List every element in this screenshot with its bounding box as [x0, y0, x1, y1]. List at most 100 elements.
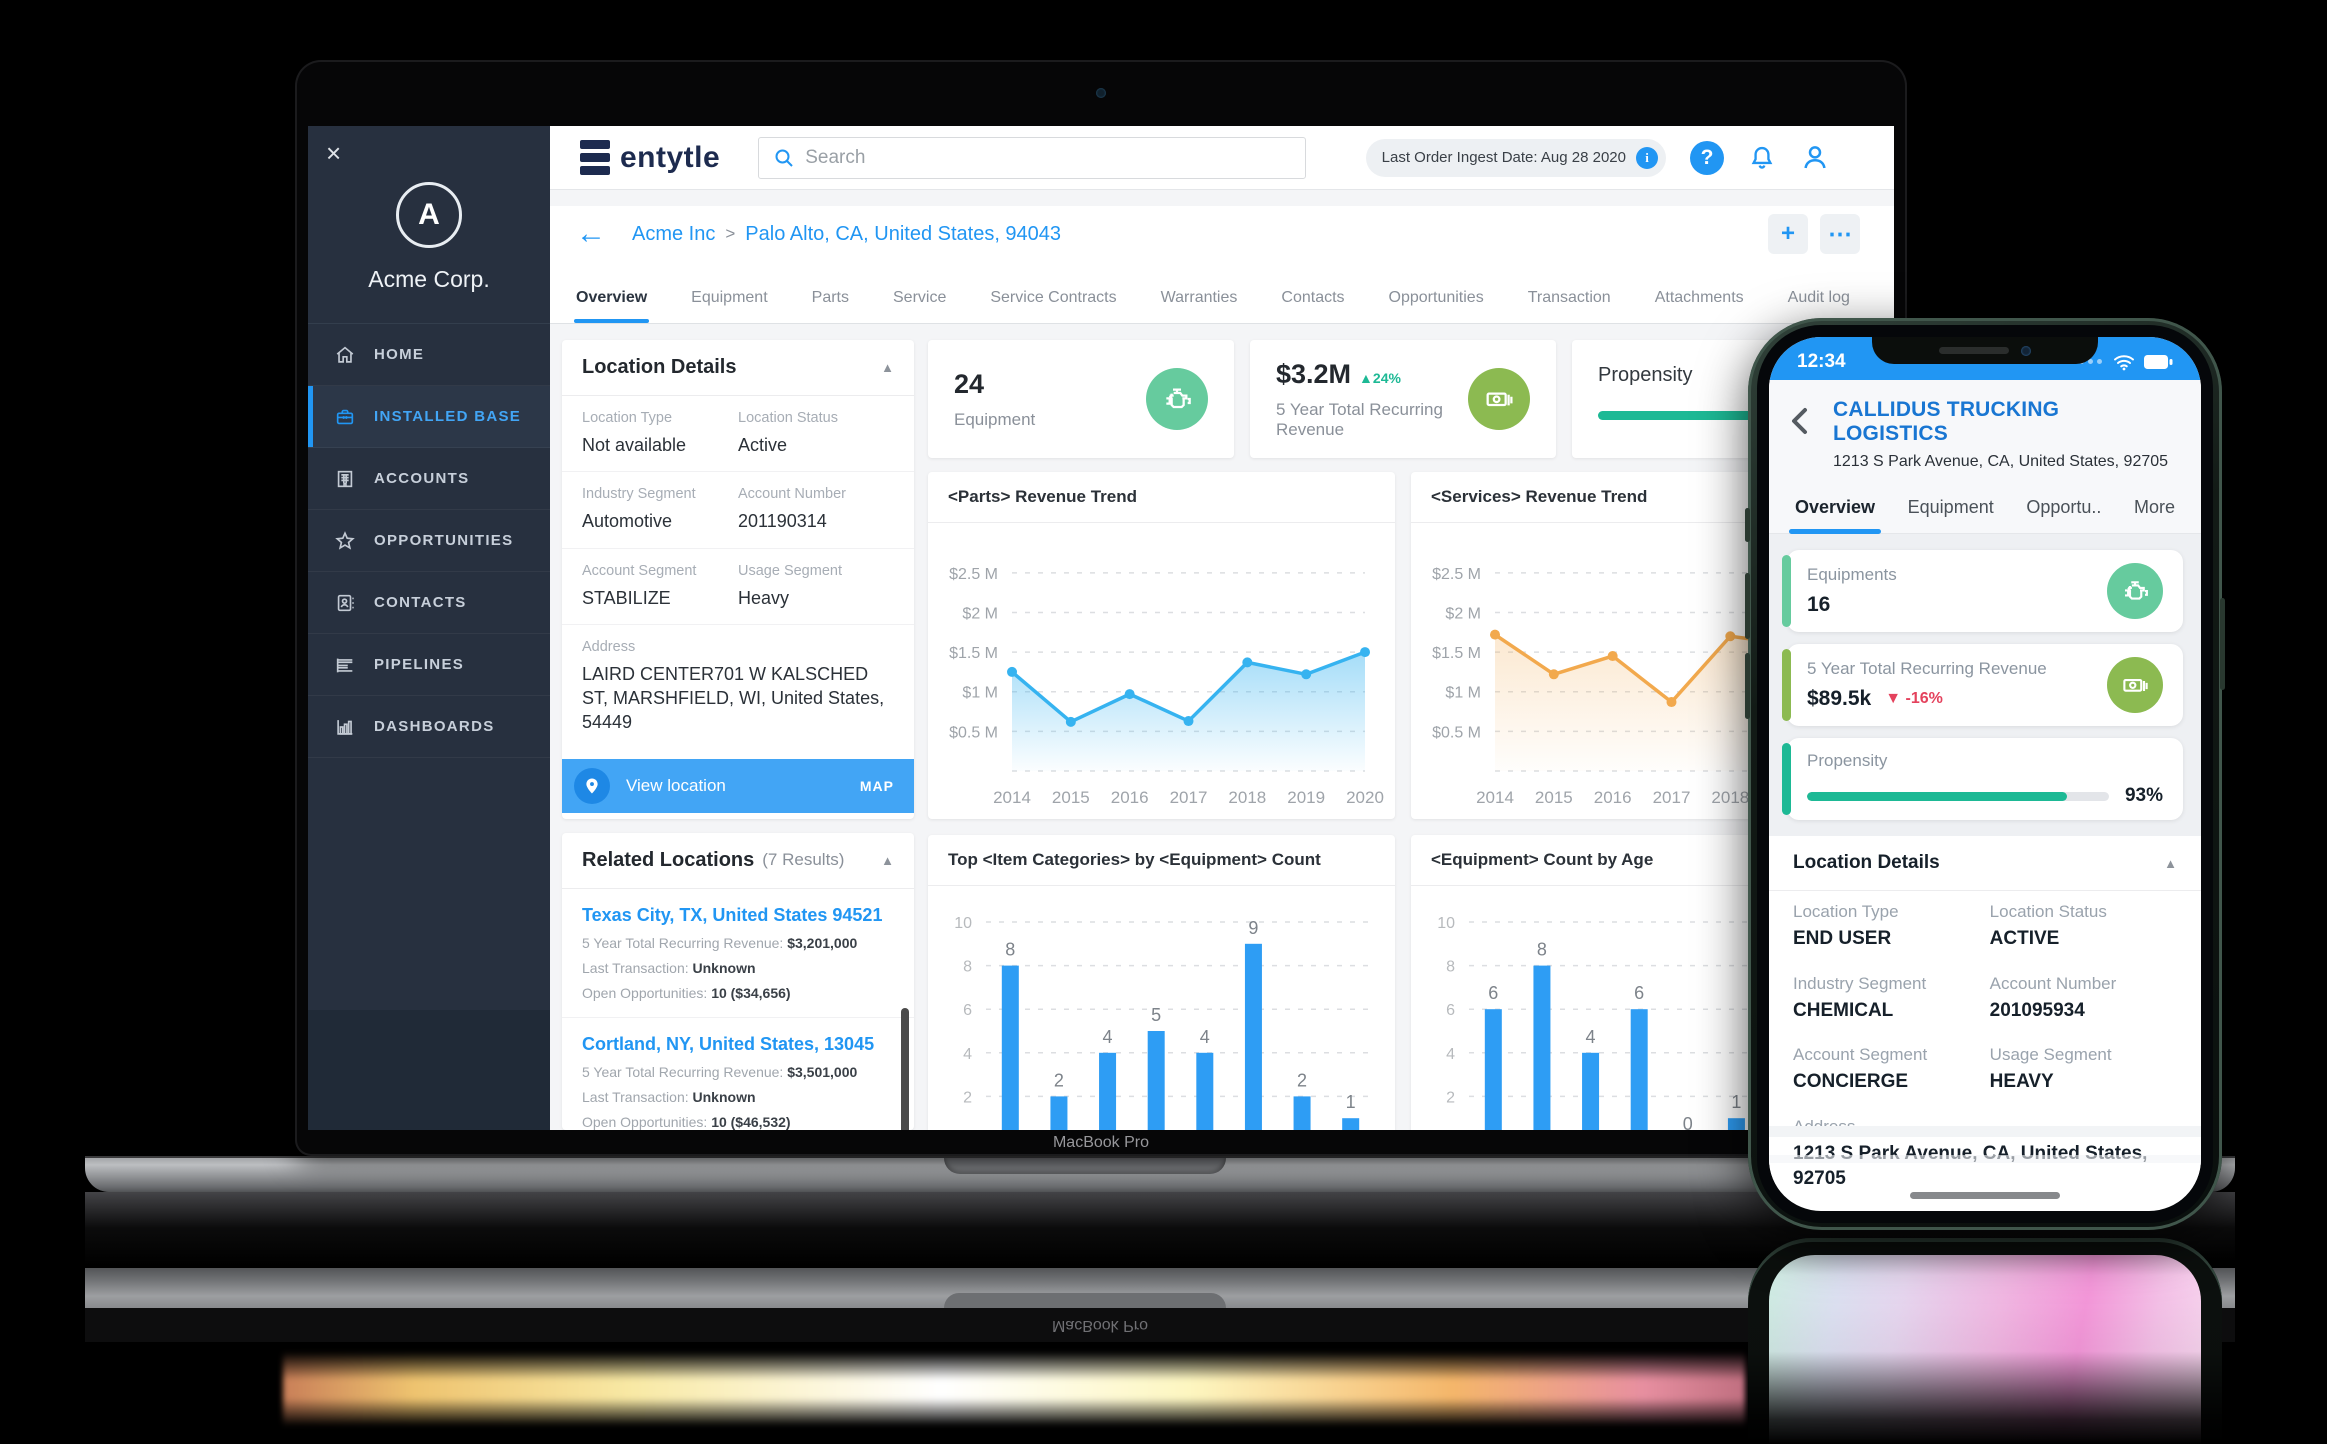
tab-overview[interactable]: Overview	[573, 289, 650, 323]
breadcrumb-account-link[interactable]: Acme Inc	[632, 222, 716, 245]
add-button[interactable]: +	[1768, 214, 1808, 254]
volume-down-button	[1745, 653, 1750, 719]
tab-contacts[interactable]: Contacts	[1281, 289, 1345, 306]
desktop-app: × A Acme Corp. HOME INSTALLED BASE ACCOU…	[308, 126, 1894, 1130]
sidebar-item-label: CONTACTS	[374, 594, 467, 611]
phone-tabs: Overview Equipment Opportu.. More	[1769, 483, 2201, 534]
info-icon[interactable]: i	[1636, 146, 1658, 169]
svg-text:10: 10	[1437, 915, 1455, 932]
svg-text:$1 M: $1 M	[1445, 685, 1481, 702]
revenue-delta: -16%	[1905, 690, 1943, 707]
tab-warranties[interactable]: Warranties	[1160, 289, 1238, 306]
field-label: Industry Segment	[582, 486, 696, 503]
phone-header: CALLIDUS TRUCKING LOGISTICS 1213 S Park …	[1769, 380, 2201, 483]
breadcrumb-bar: ← Acme Inc > Palo Alto, CA, United State…	[550, 206, 1894, 262]
phone-tab-opportunities[interactable]: Opportu..	[2026, 497, 2102, 517]
phone-tab-equipment[interactable]: Equipment	[1907, 497, 1994, 517]
sidebar-item-label: INSTALLED BASE	[374, 408, 522, 425]
profile-button[interactable]	[1800, 143, 1830, 173]
address-value: LAIRD CENTER701 W KALSCHED ST, MARSHFIEL…	[582, 663, 885, 733]
sidebar-item-installed-base[interactable]: INSTALLED BASE	[308, 386, 550, 448]
equipment-stat-card: 24 Equipment	[928, 340, 1234, 458]
engine-icon	[1146, 368, 1208, 430]
svg-text:$1.5 M: $1.5 M	[949, 645, 998, 662]
tab-attachments[interactable]: Attachments	[1654, 289, 1744, 306]
phone-revenue-card: 5 Year Total Recurring Revenue $89.5k ▼ …	[1782, 644, 2183, 726]
more-options-button[interactable]: ⋯	[1820, 214, 1860, 254]
field-value: CHEMICAL	[1793, 999, 1894, 1021]
screen-glow-reflection	[283, 1352, 1745, 1426]
back-chevron-icon[interactable]	[1789, 406, 1811, 441]
battery-icon	[2144, 354, 2173, 369]
address-value: 1213 S Park Avenue, CA, United States, 9…	[1793, 1143, 2148, 1189]
building-icon	[337, 470, 353, 487]
card-accent	[1782, 649, 1791, 721]
item-categories-card: Top <Item Categories> by <Equipment> Cou…	[928, 835, 1395, 1130]
phone-tab-overview[interactable]: Overview	[1788, 497, 1882, 534]
help-button[interactable]: ?	[1690, 140, 1724, 175]
tab-parts[interactable]: Parts	[811, 289, 849, 306]
tab-service-contracts[interactable]: Service Contracts	[990, 289, 1117, 306]
card-accent	[1782, 555, 1791, 627]
phone-stat-cards: Equipments 16 5 Year Total Recurring Rev…	[1769, 534, 2201, 836]
propensity-value: 93%	[2124, 785, 2163, 806]
spacer-band	[550, 190, 1894, 206]
trend-down-icon: ▼	[1885, 690, 1902, 707]
sidebar-close-icon[interactable]: ×	[326, 138, 342, 168]
money-icon	[1468, 368, 1530, 430]
field-value: END USER	[1793, 928, 1892, 949]
svg-text:2015: 2015	[1535, 788, 1573, 807]
breadcrumb-location-link[interactable]: Palo Alto, CA, United States, 94043	[745, 222, 1062, 245]
sidebar-item-dashboards[interactable]: DASHBOARDS	[308, 696, 550, 758]
svg-text:2016: 2016	[1594, 788, 1632, 807]
rel-opp-value: 10 ($46,532)	[711, 1113, 791, 1130]
stats-row: 24 Equipment $3.2M ▲24%	[928, 340, 1878, 458]
field-label: Usage Segment	[738, 562, 842, 579]
navbar-right: Last Order Ingest Date: Aug 28 2020 i ?	[1365, 138, 1830, 177]
sidebar-item-home[interactable]: HOME	[308, 324, 550, 386]
scrollbar-thumb[interactable]	[901, 1007, 909, 1130]
related-location-link[interactable]: Cortland, NY, United States, 13045	[582, 1033, 875, 1054]
sidebar-item-opportunities[interactable]: OPPORTUNITIES	[308, 510, 550, 572]
svg-text:10: 10	[954, 915, 972, 932]
sidebar-item-accounts[interactable]: ACCOUNTS	[308, 448, 550, 510]
svg-text:2019: 2019	[1287, 788, 1325, 807]
iphone-mockup: 12:34 CALLIDUS TRUCKING LOGISTICS 1213 S…	[1745, 318, 2225, 1230]
sidebar-item-label: ACCOUNTS	[374, 470, 470, 487]
field-value: Active	[738, 435, 788, 455]
notifications-button[interactable]	[1748, 144, 1776, 172]
phone-tab-more[interactable]: More	[2133, 497, 2175, 517]
sidebar-item-contacts[interactable]: CONTACTS	[308, 572, 550, 634]
related-location-link[interactable]: Texas City, TX, United States 94521	[582, 904, 883, 925]
view-location-button[interactable]: View location MAP	[562, 758, 914, 813]
search-input[interactable]	[758, 136, 1307, 179]
field-label: Account Segment	[1793, 1045, 1928, 1065]
chart-title: Top <Item Categories> by <Equipment> Cou…	[948, 850, 1321, 869]
tab-opportunities[interactable]: Opportunities	[1388, 289, 1484, 306]
svg-text:8: 8	[1005, 940, 1015, 960]
bell-icon	[1751, 146, 1773, 169]
tab-audit-log[interactable]: Audit log	[1787, 289, 1850, 306]
phone-account-name[interactable]: CALLIDUS TRUCKING LOGISTICS	[1833, 398, 2060, 445]
home-indicator[interactable]	[1910, 1192, 2060, 1199]
entytle-logo-text: entytle	[620, 140, 721, 174]
collapse-caret-icon[interactable]: ▲	[881, 852, 894, 868]
svg-text:4: 4	[1103, 1027, 1113, 1047]
field-label: Usage Segment	[1989, 1045, 2112, 1065]
mute-switch	[1745, 508, 1750, 542]
tab-transaction[interactable]: Transaction	[1527, 289, 1611, 306]
tab-equipment[interactable]: Equipment	[691, 289, 768, 306]
collapse-caret-icon[interactable]: ▲	[881, 360, 894, 375]
sidebar-item-pipelines[interactable]: PIPELINES	[308, 634, 550, 696]
phone-screen: 12:34 CALLIDUS TRUCKING LOGISTICS 1213 S…	[1769, 337, 2201, 1211]
tab-service[interactable]: Service	[893, 289, 947, 306]
equipments-value: 16	[1807, 593, 1831, 616]
contact-book-icon	[337, 594, 354, 611]
back-button[interactable]: ←	[576, 217, 606, 250]
collapse-caret-icon[interactable]: ▲	[2164, 855, 2177, 871]
propensity-label: Propensity	[1598, 364, 1693, 386]
svg-text:2014: 2014	[993, 788, 1031, 807]
svg-text:2017: 2017	[1653, 788, 1691, 807]
related-location-item: Texas City, TX, United States 94521 5 Ye…	[562, 889, 914, 1018]
user-icon	[1804, 145, 1826, 168]
